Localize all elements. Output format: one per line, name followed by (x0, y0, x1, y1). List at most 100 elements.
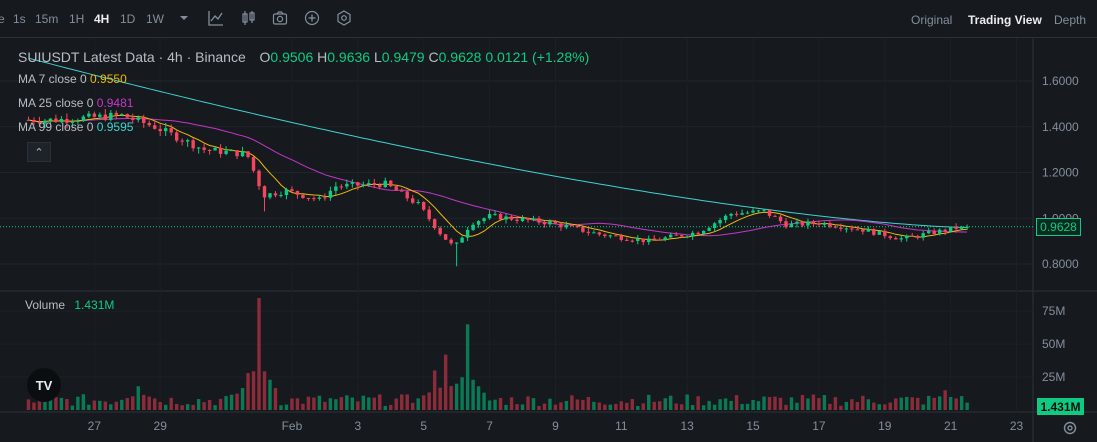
candle-body (295, 190, 300, 195)
volume-bar (910, 397, 914, 410)
candle-body (257, 170, 261, 187)
collapse-legend-button[interactable]: ⌃ (27, 142, 51, 162)
volume-bar (312, 397, 316, 410)
gear-icon[interactable] (1062, 420, 1078, 436)
timeframe-partial[interactable]: e (0, 12, 5, 26)
candle-body (916, 235, 920, 238)
candle-body (454, 242, 459, 244)
volume-bar (581, 399, 585, 410)
volume-bar (120, 399, 124, 410)
candle-body (784, 221, 788, 228)
candle-body (625, 239, 629, 241)
timeframe-1d[interactable]: 1D (120, 12, 136, 26)
candle-body (674, 234, 678, 236)
volume-bar (174, 403, 179, 410)
volume-bar (273, 388, 278, 410)
indicator-icon[interactable] (208, 10, 224, 26)
volume-bar (531, 398, 536, 410)
timeframe-1s[interactable]: 1s (13, 12, 26, 26)
candle-body (652, 238, 656, 240)
candle-body (729, 213, 733, 216)
price-tick-label: 0.8000 (1042, 257, 1079, 271)
volume-bar (191, 404, 195, 410)
view-trading-view-tab[interactable]: Trading View (968, 13, 1042, 27)
candle-body (76, 120, 80, 122)
volume-bar (163, 404, 168, 410)
tradingview-logo: TV (27, 368, 61, 402)
ma25-label: MA 25 close 0 (18, 96, 94, 110)
candle-body (328, 190, 333, 198)
timeframe-4h[interactable]: 4H (94, 12, 110, 26)
candle-body (240, 151, 245, 157)
candle-body (136, 117, 140, 120)
volume-bar (438, 387, 442, 410)
candle-body (98, 114, 102, 117)
add-icon[interactable] (304, 10, 320, 26)
candles-group (26, 109, 969, 267)
ma99-legend: MA 99 close 0 0.9595 (18, 120, 133, 134)
chart-type-icon[interactable] (240, 10, 256, 26)
volume-bar (103, 401, 108, 410)
volume-bar (943, 390, 947, 410)
volume-bar (937, 396, 942, 410)
volume-bar (202, 402, 206, 410)
candle-body (268, 193, 272, 198)
volume-bar (784, 404, 788, 410)
candle-body (224, 150, 228, 154)
dropdown-icon[interactable] (176, 10, 192, 26)
timeframe-15m[interactable]: 15m (35, 12, 59, 26)
camera-icon[interactable] (272, 10, 288, 26)
candle-body (471, 224, 475, 230)
timeframe-1h[interactable]: 1H (69, 12, 85, 26)
candle-body (592, 232, 596, 234)
candle-body (586, 231, 591, 233)
chart-grid (0, 38, 1097, 442)
view-depth-tab[interactable]: Depth (1054, 13, 1087, 27)
timeframe-1w[interactable]: 1W (146, 12, 164, 26)
volume-bar (361, 395, 366, 410)
price-chart[interactable]: 1.60001.40001.20001.00000.800075M50M25M2… (0, 38, 1097, 442)
volume-bar (861, 395, 865, 410)
volume-bar (723, 398, 728, 410)
volume-bar (372, 397, 376, 410)
volume-bar (822, 395, 827, 410)
candle-body (559, 223, 563, 228)
volume-bar (196, 399, 201, 410)
volume-bar (756, 401, 761, 410)
volume-bar (257, 298, 261, 410)
volume-bar (789, 397, 794, 410)
volume-bar (663, 398, 667, 410)
volume-bar (778, 397, 783, 410)
volume-bar (169, 397, 173, 410)
candle-body (850, 228, 854, 230)
candle-body (641, 238, 645, 243)
candle-body (482, 218, 486, 222)
volume-bar (619, 401, 624, 410)
volume-bar (729, 400, 733, 410)
volume-bar (597, 402, 602, 410)
candle-body (147, 122, 151, 126)
volume-bar (367, 397, 371, 410)
candle-body (581, 227, 585, 232)
volume-bar (553, 404, 558, 410)
settings-hex-icon[interactable] (336, 10, 352, 26)
volume-bar (471, 379, 475, 410)
candle-body (800, 221, 805, 226)
candle-body (844, 228, 849, 230)
volume-bar (685, 394, 689, 410)
volume-bar (828, 403, 832, 410)
candle-body (218, 147, 223, 154)
ma99-value: 0.9595 (96, 120, 134, 134)
candle-body (751, 210, 755, 213)
volume-bar (229, 394, 234, 410)
volume-bar (844, 401, 849, 410)
volume-bar (59, 397, 64, 410)
candle-body (603, 234, 607, 237)
volume-bar (548, 398, 552, 410)
view-original-tab[interactable]: Original (911, 13, 953, 27)
axes-group: 1.60001.40001.20001.00000.800075M50M25M2… (88, 74, 1079, 433)
volume-legend: Volume 1.431M (25, 298, 114, 312)
low-label: L (373, 49, 382, 65)
candle-body (959, 226, 964, 229)
candle-body (965, 226, 969, 228)
